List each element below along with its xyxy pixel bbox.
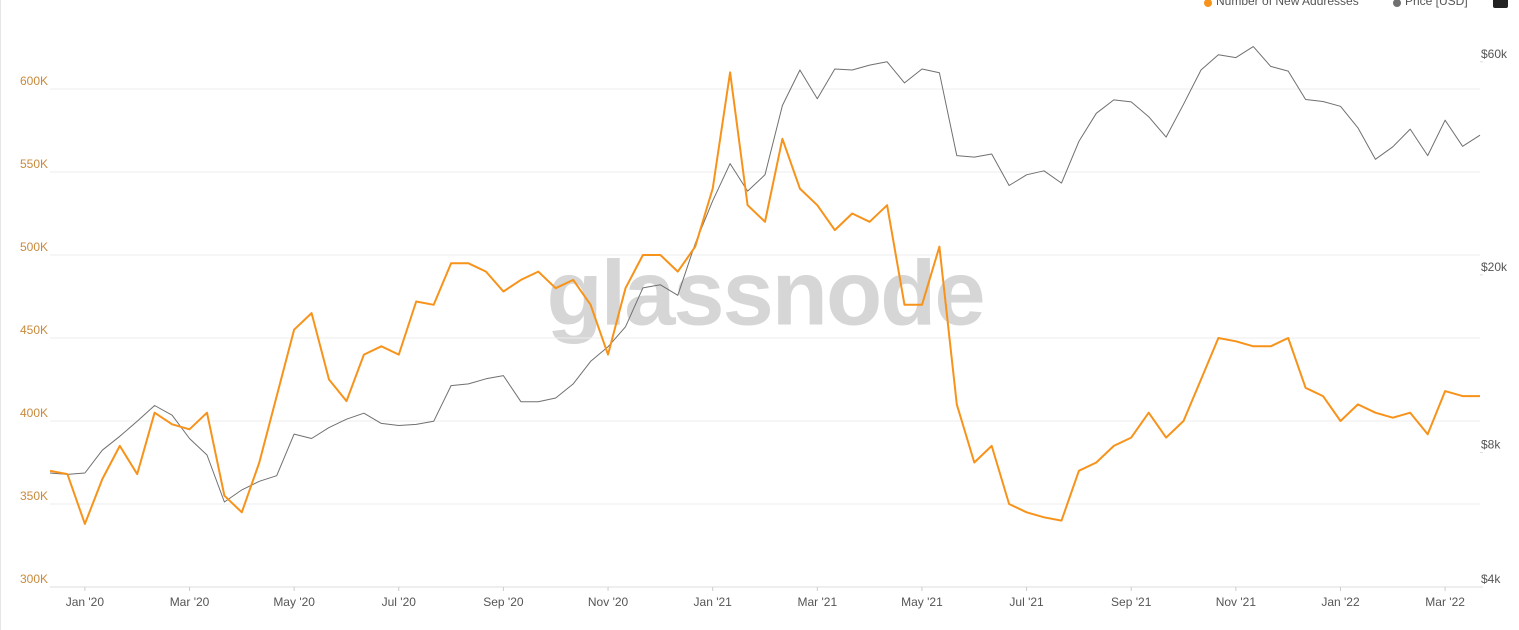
x-tick-label: May '20: [273, 595, 315, 609]
x-tick-label: Nov '20: [588, 595, 629, 609]
y2-tick-label: $8k: [1481, 438, 1501, 452]
y-tick-label: 500K: [20, 240, 48, 254]
y-tick-label: 550K: [20, 157, 48, 171]
x-tick-label: Sep '21: [1111, 595, 1152, 609]
y-tick-label: 600K: [20, 74, 48, 88]
legend-marker: [1204, 0, 1212, 7]
x-tick-label: Nov '21: [1216, 595, 1257, 609]
x-tick-label: Jul '20: [382, 595, 417, 609]
x-tick-label: Jan '20: [66, 595, 105, 609]
series-line: [49, 46, 1481, 503]
x-tick-label: Jan '22: [1321, 595, 1360, 609]
series-line: [49, 71, 1480, 525]
watermark: glassnode: [546, 242, 983, 344]
y-tick-label: 350K: [20, 489, 48, 503]
x-tick-label: May '21: [901, 595, 943, 609]
y2-tick-label: $4k: [1481, 572, 1501, 586]
x-tick-label: Mar '20: [170, 595, 210, 609]
menu-icon[interactable]: [1493, 0, 1508, 8]
y-tick-label: 400K: [20, 406, 48, 420]
legend-label[interactable]: Number of New Addresses: [1216, 0, 1359, 8]
y-tick-label: 300K: [20, 572, 48, 586]
x-tick-label: Mar '21: [797, 595, 837, 609]
y2-tick-label: $20k: [1481, 260, 1508, 274]
y-tick-label: 450K: [20, 323, 48, 337]
x-tick-label: Jul '21: [1009, 595, 1044, 609]
y2-tick-label: $60k: [1481, 47, 1508, 61]
x-tick-label: Jan '21: [694, 595, 733, 609]
legend-marker: [1393, 0, 1401, 7]
legend-label[interactable]: Price [USD]: [1405, 0, 1468, 8]
x-tick-label: Sep '20: [483, 595, 524, 609]
x-tick-label: Mar '22: [1425, 595, 1465, 609]
